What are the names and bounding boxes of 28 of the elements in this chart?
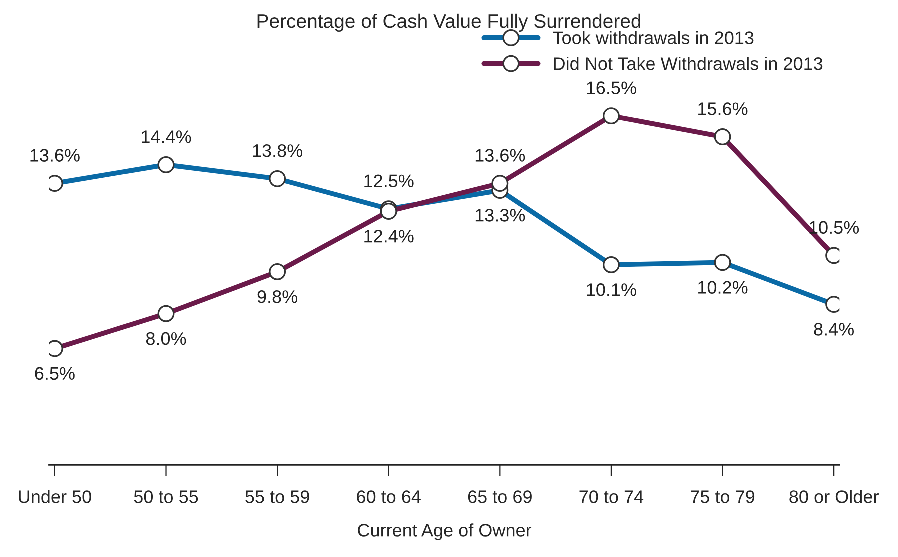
data-label: 8.4% [814, 323, 854, 336]
data-label: 12.4% [364, 230, 414, 243]
x-tick-label: 65 to 69 [468, 490, 532, 504]
data-label: 10.1% [587, 284, 636, 296]
data-label: 13.6% [30, 149, 80, 162]
x-axis-title: Current Age of Owner [358, 524, 532, 540]
data-label: 10.5% [810, 221, 860, 234]
data-label: 13.6% [476, 149, 526, 162]
x-tick-label: 60 to 64 [357, 490, 421, 504]
legend-label: Did Not Take Withdrawals in 2013 [554, 57, 823, 70]
x-tick-label: 55 to 59 [246, 490, 310, 504]
legend-label: Took withdrawals in 2013 [553, 31, 754, 44]
data-label: 12.5% [364, 174, 414, 188]
data-label: 8.0% [146, 332, 186, 346]
x-tick-label: 75 to 79 [691, 490, 755, 504]
x-tick-label: 50 to 55 [134, 490, 198, 504]
data-label: 13.3% [476, 209, 526, 222]
data-label: 16.5% [587, 82, 636, 94]
data-label: 10.2% [698, 281, 748, 294]
chart-title: Percentage of Cash Value Fully Surrendered [258, 14, 641, 32]
x-tick-label: 80 or Older [790, 490, 879, 504]
data-label: 13.8% [253, 144, 303, 158]
data-label: 6.5% [35, 367, 75, 380]
data-label: 14.4% [142, 130, 192, 144]
x-tick-label: 70 to 74 [580, 490, 644, 504]
data-label: 9.8% [258, 290, 298, 304]
x-tick-label: Under 50 [19, 490, 92, 504]
data-label: 15.6% [698, 102, 748, 116]
